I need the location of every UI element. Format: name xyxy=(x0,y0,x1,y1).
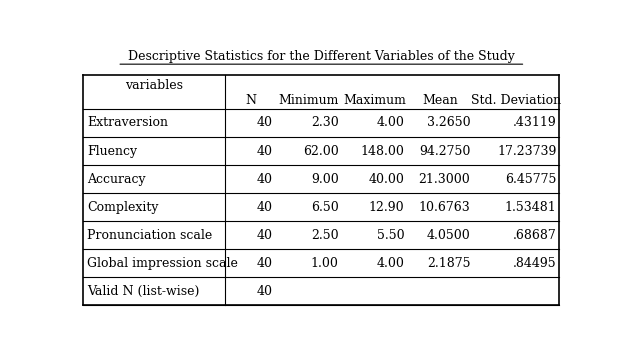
Text: Minimum: Minimum xyxy=(278,94,339,107)
Text: Complexity: Complexity xyxy=(87,201,159,213)
Text: 4.0500: 4.0500 xyxy=(426,229,470,242)
Text: 6.45775: 6.45775 xyxy=(505,173,557,185)
Text: variables: variables xyxy=(125,79,183,92)
Text: 40: 40 xyxy=(257,285,273,298)
Text: 3.2650: 3.2650 xyxy=(427,117,470,129)
Text: 40: 40 xyxy=(257,201,273,213)
Text: .84495: .84495 xyxy=(513,257,557,270)
Text: 17.23739: 17.23739 xyxy=(497,145,557,157)
Text: 40: 40 xyxy=(257,173,273,185)
Text: 2.50: 2.50 xyxy=(311,229,339,242)
Text: Global impression scale: Global impression scale xyxy=(87,257,238,270)
Text: Mean: Mean xyxy=(423,94,458,107)
Text: 2.1875: 2.1875 xyxy=(427,257,470,270)
Text: N: N xyxy=(245,94,256,107)
Text: 12.90: 12.90 xyxy=(369,201,404,213)
Text: 94.2750: 94.2750 xyxy=(419,145,470,157)
Text: 40: 40 xyxy=(257,257,273,270)
Text: .68687: .68687 xyxy=(513,229,557,242)
Text: 40.00: 40.00 xyxy=(369,173,404,185)
Text: 21.3000: 21.3000 xyxy=(419,173,470,185)
Text: 40: 40 xyxy=(257,145,273,157)
Text: Descriptive Statistics for the Different Variables of the Study: Descriptive Statistics for the Different… xyxy=(128,49,515,63)
Text: 148.00: 148.00 xyxy=(361,145,404,157)
Text: 4.00: 4.00 xyxy=(377,257,404,270)
Text: Pronunciation scale: Pronunciation scale xyxy=(87,229,213,242)
Text: 1.53481: 1.53481 xyxy=(505,201,557,213)
Text: 5.50: 5.50 xyxy=(377,229,404,242)
Text: Accuracy: Accuracy xyxy=(87,173,145,185)
Text: 10.6763: 10.6763 xyxy=(419,201,470,213)
Text: Std. Deviation: Std. Deviation xyxy=(472,94,561,107)
Text: 4.00: 4.00 xyxy=(377,117,404,129)
Text: Fluency: Fluency xyxy=(87,145,137,157)
Text: Extraversion: Extraversion xyxy=(87,117,168,129)
Text: 6.50: 6.50 xyxy=(311,201,339,213)
Text: 40: 40 xyxy=(257,117,273,129)
Text: 2.30: 2.30 xyxy=(311,117,339,129)
Text: 1.00: 1.00 xyxy=(311,257,339,270)
Text: Valid N (list-wise): Valid N (list-wise) xyxy=(87,285,199,298)
Text: 9.00: 9.00 xyxy=(311,173,339,185)
Text: 62.00: 62.00 xyxy=(303,145,339,157)
Text: .43119: .43119 xyxy=(513,117,557,129)
Text: Maximum: Maximum xyxy=(343,94,406,107)
Text: 40: 40 xyxy=(257,229,273,242)
